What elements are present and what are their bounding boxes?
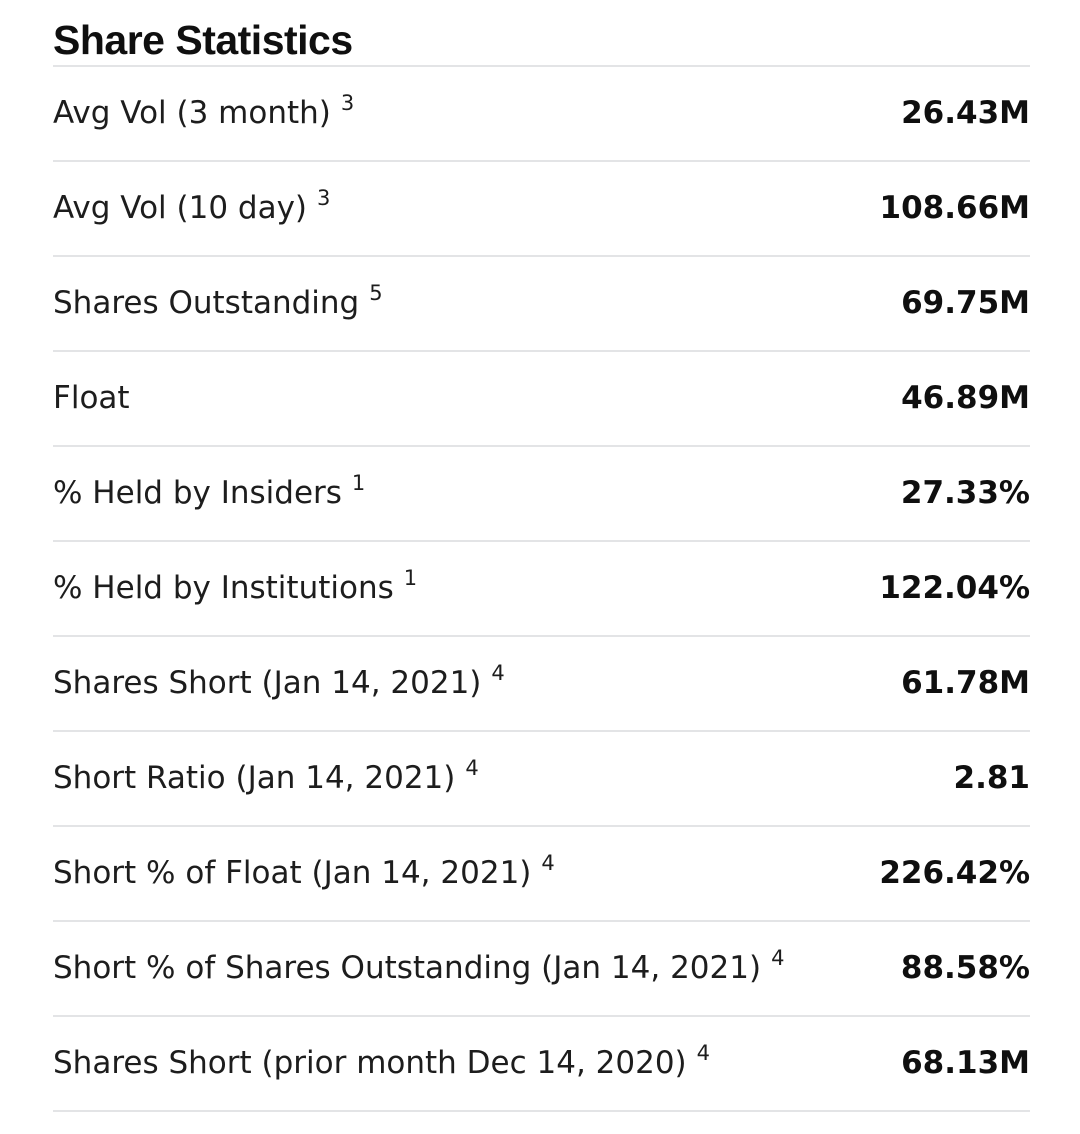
stat-value: 122.04% [879,570,1030,606]
section-title: Share Statistics [53,0,1030,67]
stat-value: 69.75M [901,285,1030,321]
stat-value: 226.42% [879,855,1030,891]
stat-row-short-pct-float: Short % of Float (Jan 14, 2021) 4 226.42% [53,827,1030,922]
stat-value: 46.89M [901,380,1030,416]
footnote-marker: 4 [465,756,479,780]
share-statistics-panel: Share Statistics Avg Vol (3 month) 3 26.4… [53,0,1030,1112]
footnote-marker: 1 [403,566,418,590]
stat-value: 61.78M [901,665,1030,701]
stat-row-held-by-insiders: % Held by Insiders 1 27.33% [53,447,1030,542]
stat-row-short-pct-shares-outstanding: Short % of Shares Outstanding (Jan 14, 2… [53,922,1030,1017]
stat-label: % Held by Insiders 1 [53,471,366,511]
stat-label: Avg Vol (3 month) 3 [53,91,355,131]
stat-value: 88.58% [900,950,1030,986]
footnote-marker: 4 [491,661,505,685]
footnote-marker: 3 [317,186,331,210]
stat-label: Avg Vol (10 day) 3 [53,186,331,226]
stat-value: 26.43M [901,95,1030,131]
footnote-marker: 4 [541,851,555,875]
stat-label: Short % of Float (Jan 14, 2021) 4 [53,851,555,891]
stat-label: Float [53,380,130,416]
stat-row-shares-outstanding: Shares Outstanding 5 69.75M [53,257,1030,352]
stat-label: Short Ratio (Jan 14, 2021) 4 [53,756,479,796]
stat-row-avg-vol-10-day: Avg Vol (10 day) 3 108.66M [53,162,1030,257]
stat-value: 27.33% [900,475,1030,511]
stat-row-shares-short: Shares Short (Jan 14, 2021) 4 61.78M [53,637,1030,732]
stat-value: 2.81 [953,760,1031,796]
stat-label: Short % of Shares Outstanding (Jan 14, 2… [53,946,785,986]
footnote-marker: 5 [369,281,383,305]
stat-row-short-ratio: Short Ratio (Jan 14, 2021) 4 2.81 [53,732,1030,827]
stat-value: 68.13M [901,1045,1030,1081]
footnote-marker: 3 [340,91,355,115]
stat-row-float: Float 46.89M [53,352,1030,447]
stat-label: Shares Outstanding 5 [53,281,383,321]
stat-row-shares-short-prior-month: Shares Short (prior month Dec 14, 2020) 4… [53,1017,1030,1112]
stat-value: 108.66M [879,190,1030,226]
stat-label: Shares Short (Jan 14, 2021) 4 [53,661,505,701]
stat-label: % Held by Institutions 1 [53,566,418,606]
footnote-marker: 4 [771,946,785,970]
stat-row-avg-vol-3-month: Avg Vol (3 month) 3 26.43M [53,67,1030,162]
footnote-marker: 1 [351,471,366,495]
stat-label: Shares Short (prior month Dec 14, 2020) 4 [53,1041,711,1081]
footnote-marker: 4 [696,1041,711,1065]
stat-row-held-by-institutions: % Held by Institutions 1 122.04% [53,542,1030,637]
